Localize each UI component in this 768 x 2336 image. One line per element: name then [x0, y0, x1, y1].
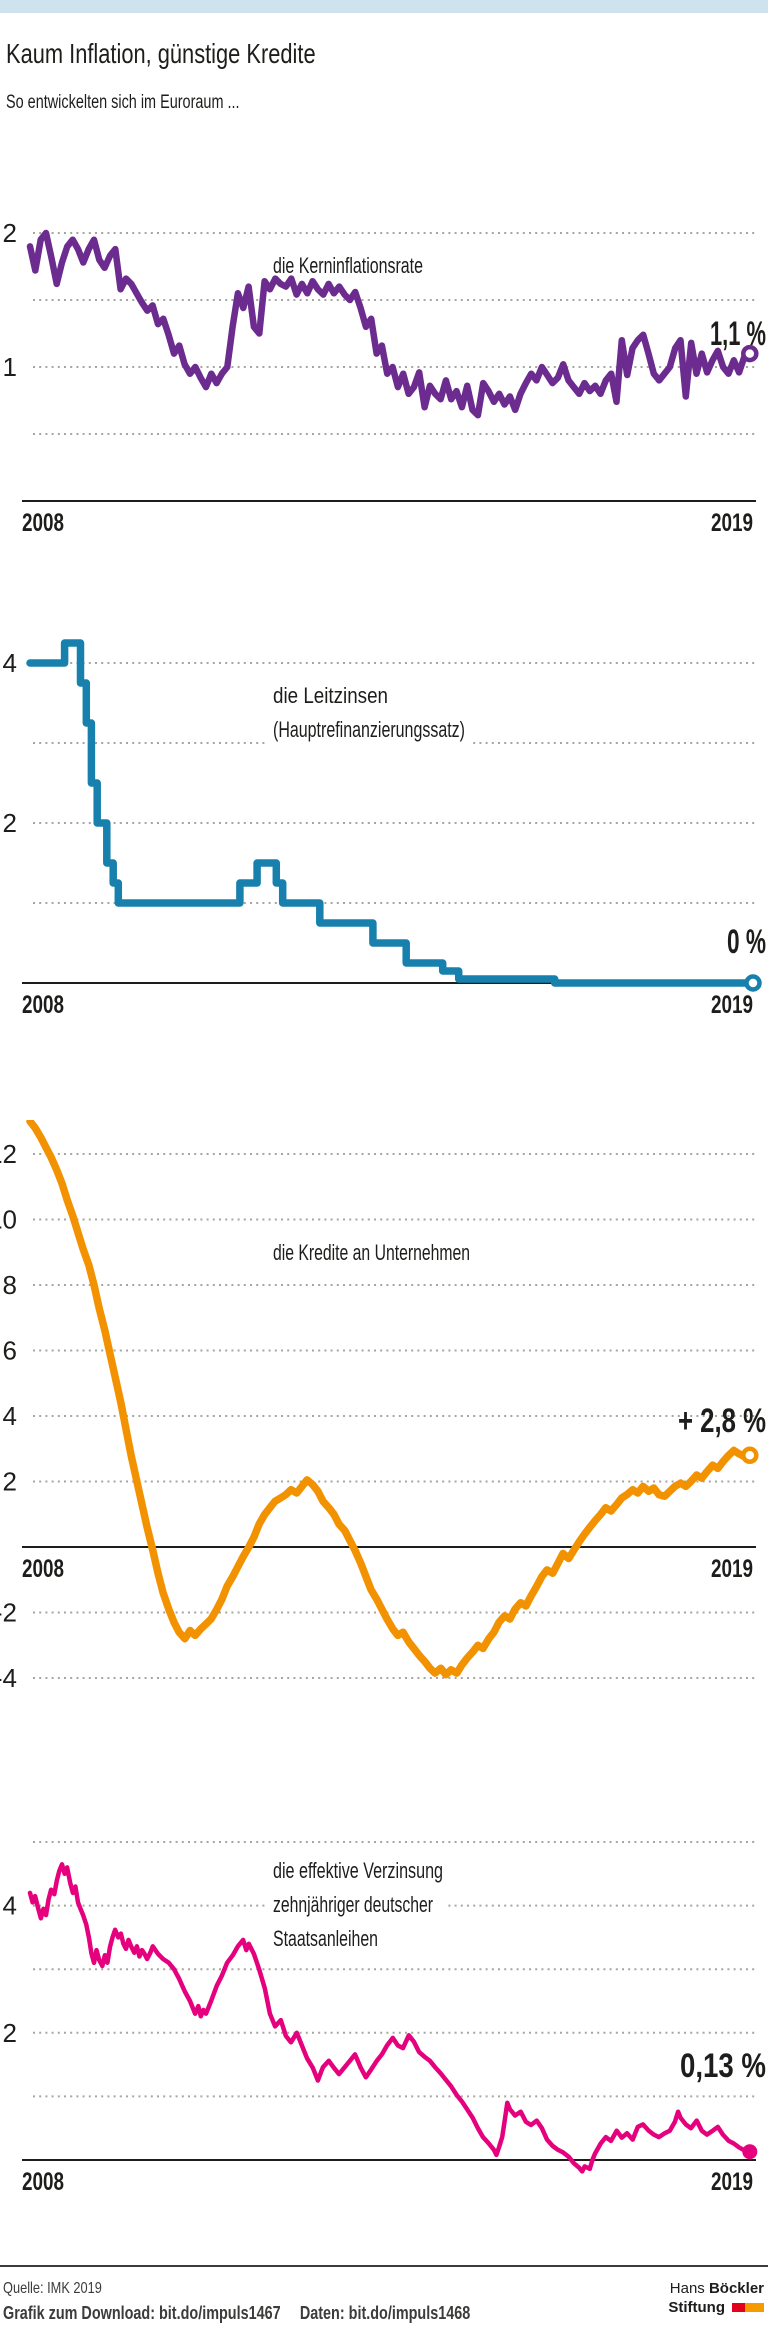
- y-tick-label: 8: [3, 1270, 17, 1300]
- page-subtitle: So entwickelten sich im Euroraum ...: [6, 92, 313, 114]
- x-tick-end: 2019: [711, 2168, 753, 2196]
- end-marker-open-circle: [744, 974, 762, 992]
- chart-canvas: 12 10 8 6 4 2 -2 -4: [0, 1120, 759, 1693]
- end-marker-open-circle: [741, 344, 759, 363]
- y-tick-label: 12: [0, 1139, 17, 1169]
- series-line: [27, 1862, 753, 2174]
- source-line: Quelle: IMK 2019: [3, 2280, 127, 2298]
- y-tick-label: 4: [3, 1891, 17, 1921]
- top-accent-bar: [0, 0, 768, 13]
- y-tick-label: 4: [3, 648, 17, 678]
- y-tick-label: 6: [3, 1336, 17, 1366]
- series-label: die Kerninflationsrate: [273, 253, 423, 278]
- end-value-label: 0 %: [727, 923, 766, 961]
- series-label-line3: Staatsanleihen: [273, 1926, 378, 1951]
- end-marker-filled-circle: [742, 2144, 758, 2160]
- series-line: [26, 1120, 754, 1679]
- end-value-label: 1,1 %: [710, 315, 766, 353]
- x-tick-end: 2019: [711, 1555, 753, 1583]
- y-tick-label: -4: [0, 1663, 17, 1693]
- series-label-line1: die Leitzinsen: [273, 683, 388, 708]
- logo-line1: Hans Böckler: [668, 2279, 764, 2298]
- end-value-label: + 2,8 %: [678, 1402, 766, 1440]
- label-background: [266, 1858, 446, 1954]
- logo-boeckler: Böckler: [708, 2280, 764, 2297]
- logo-orange-square-icon: [745, 2303, 764, 2312]
- logo-hans: Hans: [669, 2280, 705, 2297]
- download-line: Grafik zum Download: bit.do/impuls1467 Da…: [3, 2303, 587, 2324]
- x-tick-end: 2019: [711, 509, 753, 537]
- x-tick-start: 2008: [22, 991, 64, 1019]
- chart-canvas: 42: [3, 1841, 758, 2174]
- y-tick-label: -2: [0, 1598, 17, 1628]
- x-tick-start: 2008: [22, 1555, 64, 1583]
- chart-canvas: 42: [3, 639, 762, 992]
- y-tick-label: 10: [0, 1205, 17, 1235]
- y-tick-label: 4: [3, 1401, 17, 1431]
- end-marker-open-circle: [741, 1446, 759, 1465]
- series-line: [26, 229, 754, 419]
- y-tick-label: 2: [3, 2018, 17, 2048]
- x-tick-start: 2008: [22, 2168, 64, 2196]
- logo-line2: Stiftung: [668, 2298, 764, 2317]
- x-tick-start: 2008: [22, 509, 64, 537]
- y-tick-label: 1: [3, 352, 17, 382]
- logo-stiftung: Stiftung: [668, 2299, 725, 2316]
- page-subtitle-text: So entwickelten sich im Euroraum ...: [6, 92, 240, 113]
- footer-divider: [0, 2265, 768, 2267]
- hans-boeckler-stiftung-logo: Hans Böckler Stiftung: [668, 2279, 764, 2317]
- y-tick-label: 2: [3, 1467, 17, 1497]
- series-label-line2: zehnjähriger deutscher: [273, 1892, 433, 1917]
- page-title: Kaum Inflation, günstige Kredite: [6, 38, 403, 70]
- chart-staatsanleihen-verzinsung: 42 die effektive Verzinsung zehnjähriger…: [3, 1841, 766, 2196]
- download-link: Grafik zum Download: bit.do/impuls1467: [3, 2303, 281, 2323]
- download-text: Grafik zum Download: bit.do/impuls1467 Da…: [3, 2303, 470, 2324]
- chart-canvas: 21: [3, 218, 759, 502]
- series-line: [26, 639, 757, 987]
- chart-kerninflationsrate: 21 die Kerninflationsrate 1,1 % 2008 201…: [3, 218, 766, 537]
- chart-kredite-an-unternehmen: 12108642-2-4 die Kredite an Unternehmen …: [0, 1120, 766, 1693]
- page-title-text: Kaum Inflation, günstige Kredite: [6, 38, 316, 69]
- data-link: Daten: bit.do/impuls1468: [299, 2303, 471, 2323]
- y-tick-label: 2: [3, 218, 17, 248]
- y-tick-label: 2: [3, 808, 17, 838]
- chart-leitzinsen: 42 die Leitzinsen (Hauptrefinanzierungss…: [3, 639, 766, 1019]
- source-text: Quelle: IMK 2019: [3, 2280, 102, 2297]
- x-tick-end: 2019: [711, 991, 753, 1019]
- label-background: [266, 678, 471, 744]
- logo-red-square-icon: [732, 2303, 745, 2312]
- series-label-line1: die effektive Verzinsung: [273, 1858, 443, 1883]
- series-label: die Kredite an Unternehmen: [273, 1240, 470, 1265]
- series-label-line2: (Hauptrefinanzierungssatz): [273, 717, 465, 742]
- end-value-label: 0,13 %: [680, 2047, 766, 2085]
